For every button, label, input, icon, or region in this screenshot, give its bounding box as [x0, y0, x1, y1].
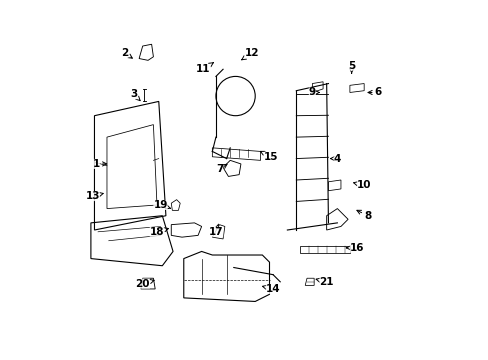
Text: 21: 21 [315, 277, 333, 287]
Text: 7: 7 [215, 164, 226, 174]
Text: 17: 17 [208, 224, 223, 237]
Text: 11: 11 [196, 63, 213, 74]
Text: 6: 6 [367, 87, 381, 98]
Text: 18: 18 [149, 227, 168, 237]
Text: 8: 8 [356, 210, 370, 221]
Text: 14: 14 [262, 284, 280, 294]
Text: 20: 20 [135, 279, 154, 289]
Text: 16: 16 [346, 243, 364, 253]
Text: 15: 15 [260, 151, 278, 162]
Text: 4: 4 [330, 154, 340, 163]
Text: 5: 5 [347, 61, 355, 73]
Text: 13: 13 [85, 191, 103, 201]
Text: 9: 9 [308, 87, 319, 98]
Text: 12: 12 [241, 48, 258, 60]
Text: 19: 19 [153, 200, 170, 210]
Text: 10: 10 [353, 180, 371, 190]
Text: 2: 2 [121, 48, 132, 58]
Text: 3: 3 [130, 89, 140, 101]
Text: 1: 1 [92, 159, 106, 169]
